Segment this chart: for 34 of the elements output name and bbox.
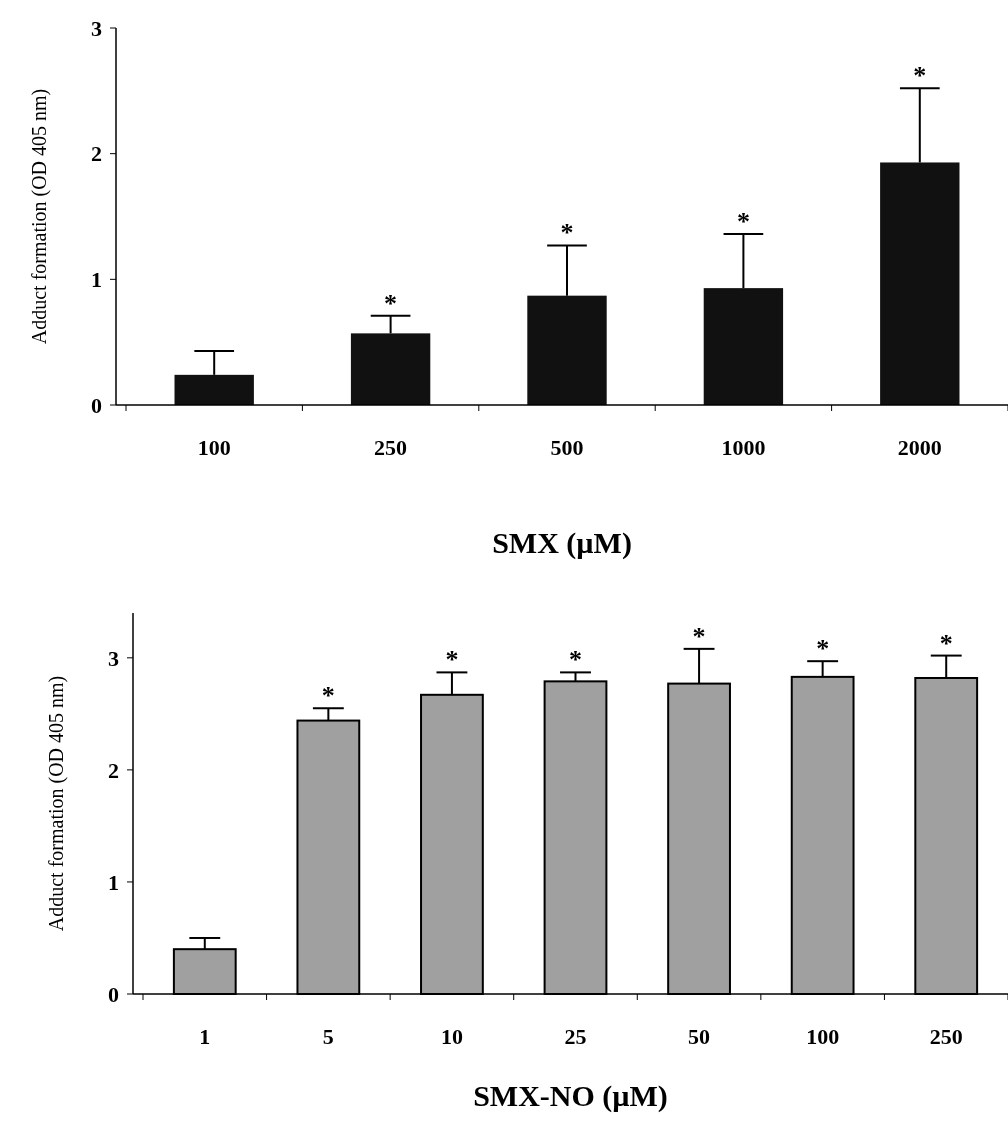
- annotation: *: [321, 681, 335, 711]
- annotation: *: [560, 218, 574, 248]
- y-tick-label: 0: [91, 392, 102, 418]
- y-tick-label: 3: [91, 15, 102, 41]
- x-tick-label: 100: [197, 435, 231, 460]
- y-axis-title: Adduct formation (OD 405 nm): [28, 88, 51, 345]
- y-axis-title: Adduct formation (OD 405 nm): [45, 675, 68, 932]
- y-tick-label: 2: [108, 757, 119, 783]
- x-tick-label: 10: [440, 1024, 463, 1049]
- x-tick-label: 5: [322, 1024, 334, 1049]
- x-tick-label: 2000: [897, 435, 942, 460]
- annotation: *: [913, 61, 927, 91]
- x-tick-label: 1: [199, 1024, 211, 1049]
- x-tick-label: 500: [550, 435, 584, 460]
- annotation: *: [816, 634, 830, 664]
- x-tick-label: 100: [806, 1024, 840, 1049]
- y-tick-label: 0: [108, 981, 119, 1007]
- x-axis-title: SMX (µM): [492, 526, 632, 560]
- x-tick-label: 50: [688, 1024, 711, 1049]
- x-tick-label: 1000: [721, 435, 766, 460]
- y-tick-label: 2: [91, 141, 102, 167]
- y-tick-label: 3: [108, 645, 119, 671]
- y-tick-label: 1: [91, 267, 102, 293]
- annotation: *: [939, 628, 953, 658]
- x-tick-label: 250: [929, 1024, 963, 1049]
- y-tick-label: 1: [108, 869, 119, 895]
- annotation: *: [445, 645, 459, 675]
- annotation: *: [692, 621, 706, 651]
- x-tick-label: 25: [564, 1024, 587, 1049]
- x-axis-title: SMX-NO (µM): [473, 1079, 668, 1113]
- annotation: *: [384, 288, 398, 318]
- annotation: *: [569, 645, 582, 675]
- annotation: *: [736, 207, 750, 237]
- x-tick-label: 250: [374, 435, 408, 460]
